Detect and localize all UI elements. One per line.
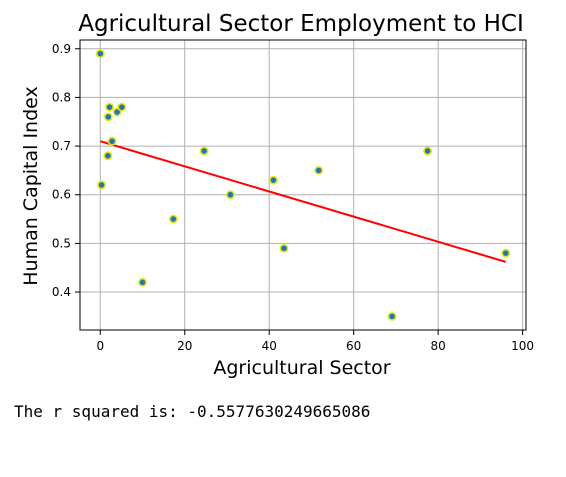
data-points bbox=[95, 49, 511, 321]
data-point bbox=[97, 180, 106, 190]
data-point bbox=[103, 112, 113, 122]
data-point bbox=[95, 49, 105, 59]
x-tick-label: 100 bbox=[511, 339, 534, 353]
grid-lines bbox=[80, 40, 526, 330]
data-point bbox=[168, 214, 178, 224]
x-tick-label: 80 bbox=[431, 339, 446, 353]
x-tick-label: 60 bbox=[346, 339, 361, 353]
plot-frame bbox=[79, 39, 527, 331]
chart-title: Agricultural Sector Employment to HCI bbox=[78, 11, 524, 37]
data-point bbox=[269, 175, 278, 185]
data-point bbox=[225, 190, 235, 200]
y-tick-label: 0.6 bbox=[52, 188, 71, 202]
data-point bbox=[107, 136, 117, 146]
x-tick-label: 20 bbox=[177, 339, 192, 353]
x-tick-label: 0 bbox=[96, 339, 104, 353]
data-point bbox=[279, 243, 289, 253]
data-point bbox=[423, 146, 432, 156]
y-tick-label: 0.9 bbox=[52, 42, 71, 56]
data-point bbox=[314, 166, 324, 175]
data-point bbox=[117, 102, 127, 112]
y-tick-label: 0.7 bbox=[52, 139, 71, 153]
data-point bbox=[105, 102, 114, 112]
y-tick-label: 0.4 bbox=[52, 285, 71, 299]
x-axis-label: Agricultural Sector bbox=[213, 357, 390, 379]
scatter-chart: Agricultural Sector Employment to HCI 0 2… bbox=[20, 11, 534, 379]
regression-line-layer bbox=[99, 140, 507, 263]
x-tick-label: 40 bbox=[262, 339, 277, 353]
r-squared-output: The r squared is: -0.5577630249665086 bbox=[14, 402, 371, 421]
data-point bbox=[138, 277, 147, 287]
axis-ticks: 0 20 40 60 80 100 0.4 0.5 0.6 0.7 0.8 0.9 bbox=[52, 42, 534, 353]
data-point bbox=[501, 248, 511, 258]
data-point bbox=[199, 146, 209, 156]
y-axis-label: Human Capital Index bbox=[20, 86, 42, 286]
data-point bbox=[387, 311, 397, 321]
data-point bbox=[103, 151, 113, 161]
regression-line bbox=[99, 140, 507, 263]
y-tick-label: 0.8 bbox=[52, 90, 71, 104]
y-tick-label: 0.5 bbox=[52, 236, 71, 250]
